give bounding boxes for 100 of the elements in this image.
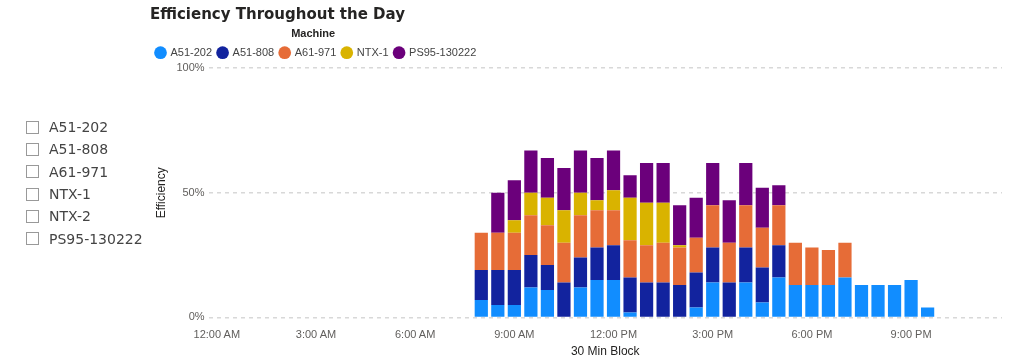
bar	[524, 150, 538, 193]
text: A51-808	[49, 141, 109, 158]
legend-label: A51-808	[232, 45, 275, 58]
text: A61-971	[49, 163, 109, 180]
bar	[921, 307, 935, 317]
bar	[755, 302, 769, 317]
bar	[739, 282, 753, 317]
legend-label: A51-202	[170, 45, 213, 58]
bar	[524, 255, 538, 288]
bar	[491, 304, 505, 317]
bar	[524, 215, 538, 256]
bar	[474, 299, 488, 317]
bar	[573, 257, 588, 288]
x-tick-label: 6:00 AM	[394, 328, 436, 341]
bar	[788, 242, 802, 285]
bar	[590, 200, 604, 211]
bar	[474, 270, 488, 300]
bar	[540, 225, 555, 266]
bar	[689, 272, 703, 308]
bar	[772, 245, 786, 278]
bar	[491, 270, 505, 305]
bar	[673, 247, 687, 285]
x-axis-title: 30 Min Block	[570, 344, 641, 359]
bar	[524, 192, 538, 216]
bar	[854, 285, 869, 317]
bar	[573, 192, 588, 216]
bar	[557, 242, 571, 283]
bar	[590, 247, 604, 281]
bar	[887, 285, 902, 317]
bar	[673, 285, 687, 317]
bar	[507, 220, 521, 233]
bar	[904, 280, 918, 317]
bar	[871, 285, 885, 317]
bar	[689, 197, 703, 238]
bar	[557, 210, 571, 243]
x-tick-label: 6:00 PM	[791, 328, 833, 341]
bar	[755, 267, 769, 303]
bar	[606, 190, 621, 211]
bar	[639, 162, 654, 203]
text: PS95-130222	[49, 230, 143, 247]
bar	[805, 285, 819, 317]
legend-label: A61-971	[294, 45, 337, 58]
x-tick-label: 12:00 AM	[193, 328, 241, 341]
bar	[590, 210, 604, 248]
bar	[491, 232, 505, 271]
bar	[706, 162, 720, 206]
bar	[639, 282, 654, 317]
bar	[689, 307, 703, 317]
bar	[540, 289, 555, 317]
bar	[623, 240, 637, 278]
bar	[507, 304, 521, 317]
bar	[772, 277, 786, 317]
bar	[739, 247, 753, 283]
legend-title: Machine	[291, 26, 336, 39]
bar	[590, 157, 604, 201]
bar	[507, 270, 521, 305]
bar	[805, 247, 819, 285]
chart-title: Efficiency Throughout the Day	[150, 4, 406, 23]
x-tick-label: 3:00 AM	[295, 328, 337, 341]
bar	[557, 167, 571, 211]
bar	[557, 282, 571, 317]
bar	[573, 287, 588, 317]
bar	[507, 180, 521, 221]
bar	[524, 287, 538, 317]
bar	[838, 277, 852, 317]
bar	[540, 265, 555, 290]
legend-label: PS95-130222	[409, 45, 477, 58]
bar	[722, 200, 736, 243]
x-tick-label: 9:00 AM	[494, 328, 535, 341]
text: NTX-2	[49, 208, 91, 225]
legend-label: NTX-1	[356, 45, 389, 58]
bar	[590, 280, 604, 317]
bar	[722, 282, 736, 317]
bar	[656, 162, 670, 203]
bar	[656, 242, 670, 283]
bar	[491, 192, 505, 233]
bar	[722, 242, 736, 283]
bar	[656, 202, 670, 243]
bar	[821, 285, 836, 317]
bar	[706, 205, 720, 248]
bar	[606, 210, 621, 246]
bar	[540, 197, 555, 226]
text: A51-202	[49, 119, 109, 136]
y-tick-label: 0%	[188, 310, 205, 323]
bar	[507, 232, 521, 271]
bar	[639, 202, 654, 246]
bar	[821, 250, 836, 285]
text: NTX-1	[49, 186, 91, 203]
bar	[706, 282, 720, 317]
bar	[540, 157, 555, 198]
x-tick-label: 12:00 PM	[589, 328, 638, 341]
y-axis-title: Efficiency	[153, 167, 168, 219]
y-tick-label: 100%	[176, 61, 205, 74]
bar	[639, 245, 654, 283]
bar	[739, 162, 753, 206]
bar	[606, 280, 621, 317]
bar	[623, 175, 637, 198]
bar	[788, 285, 802, 317]
bar	[623, 197, 637, 241]
bar	[755, 227, 769, 268]
